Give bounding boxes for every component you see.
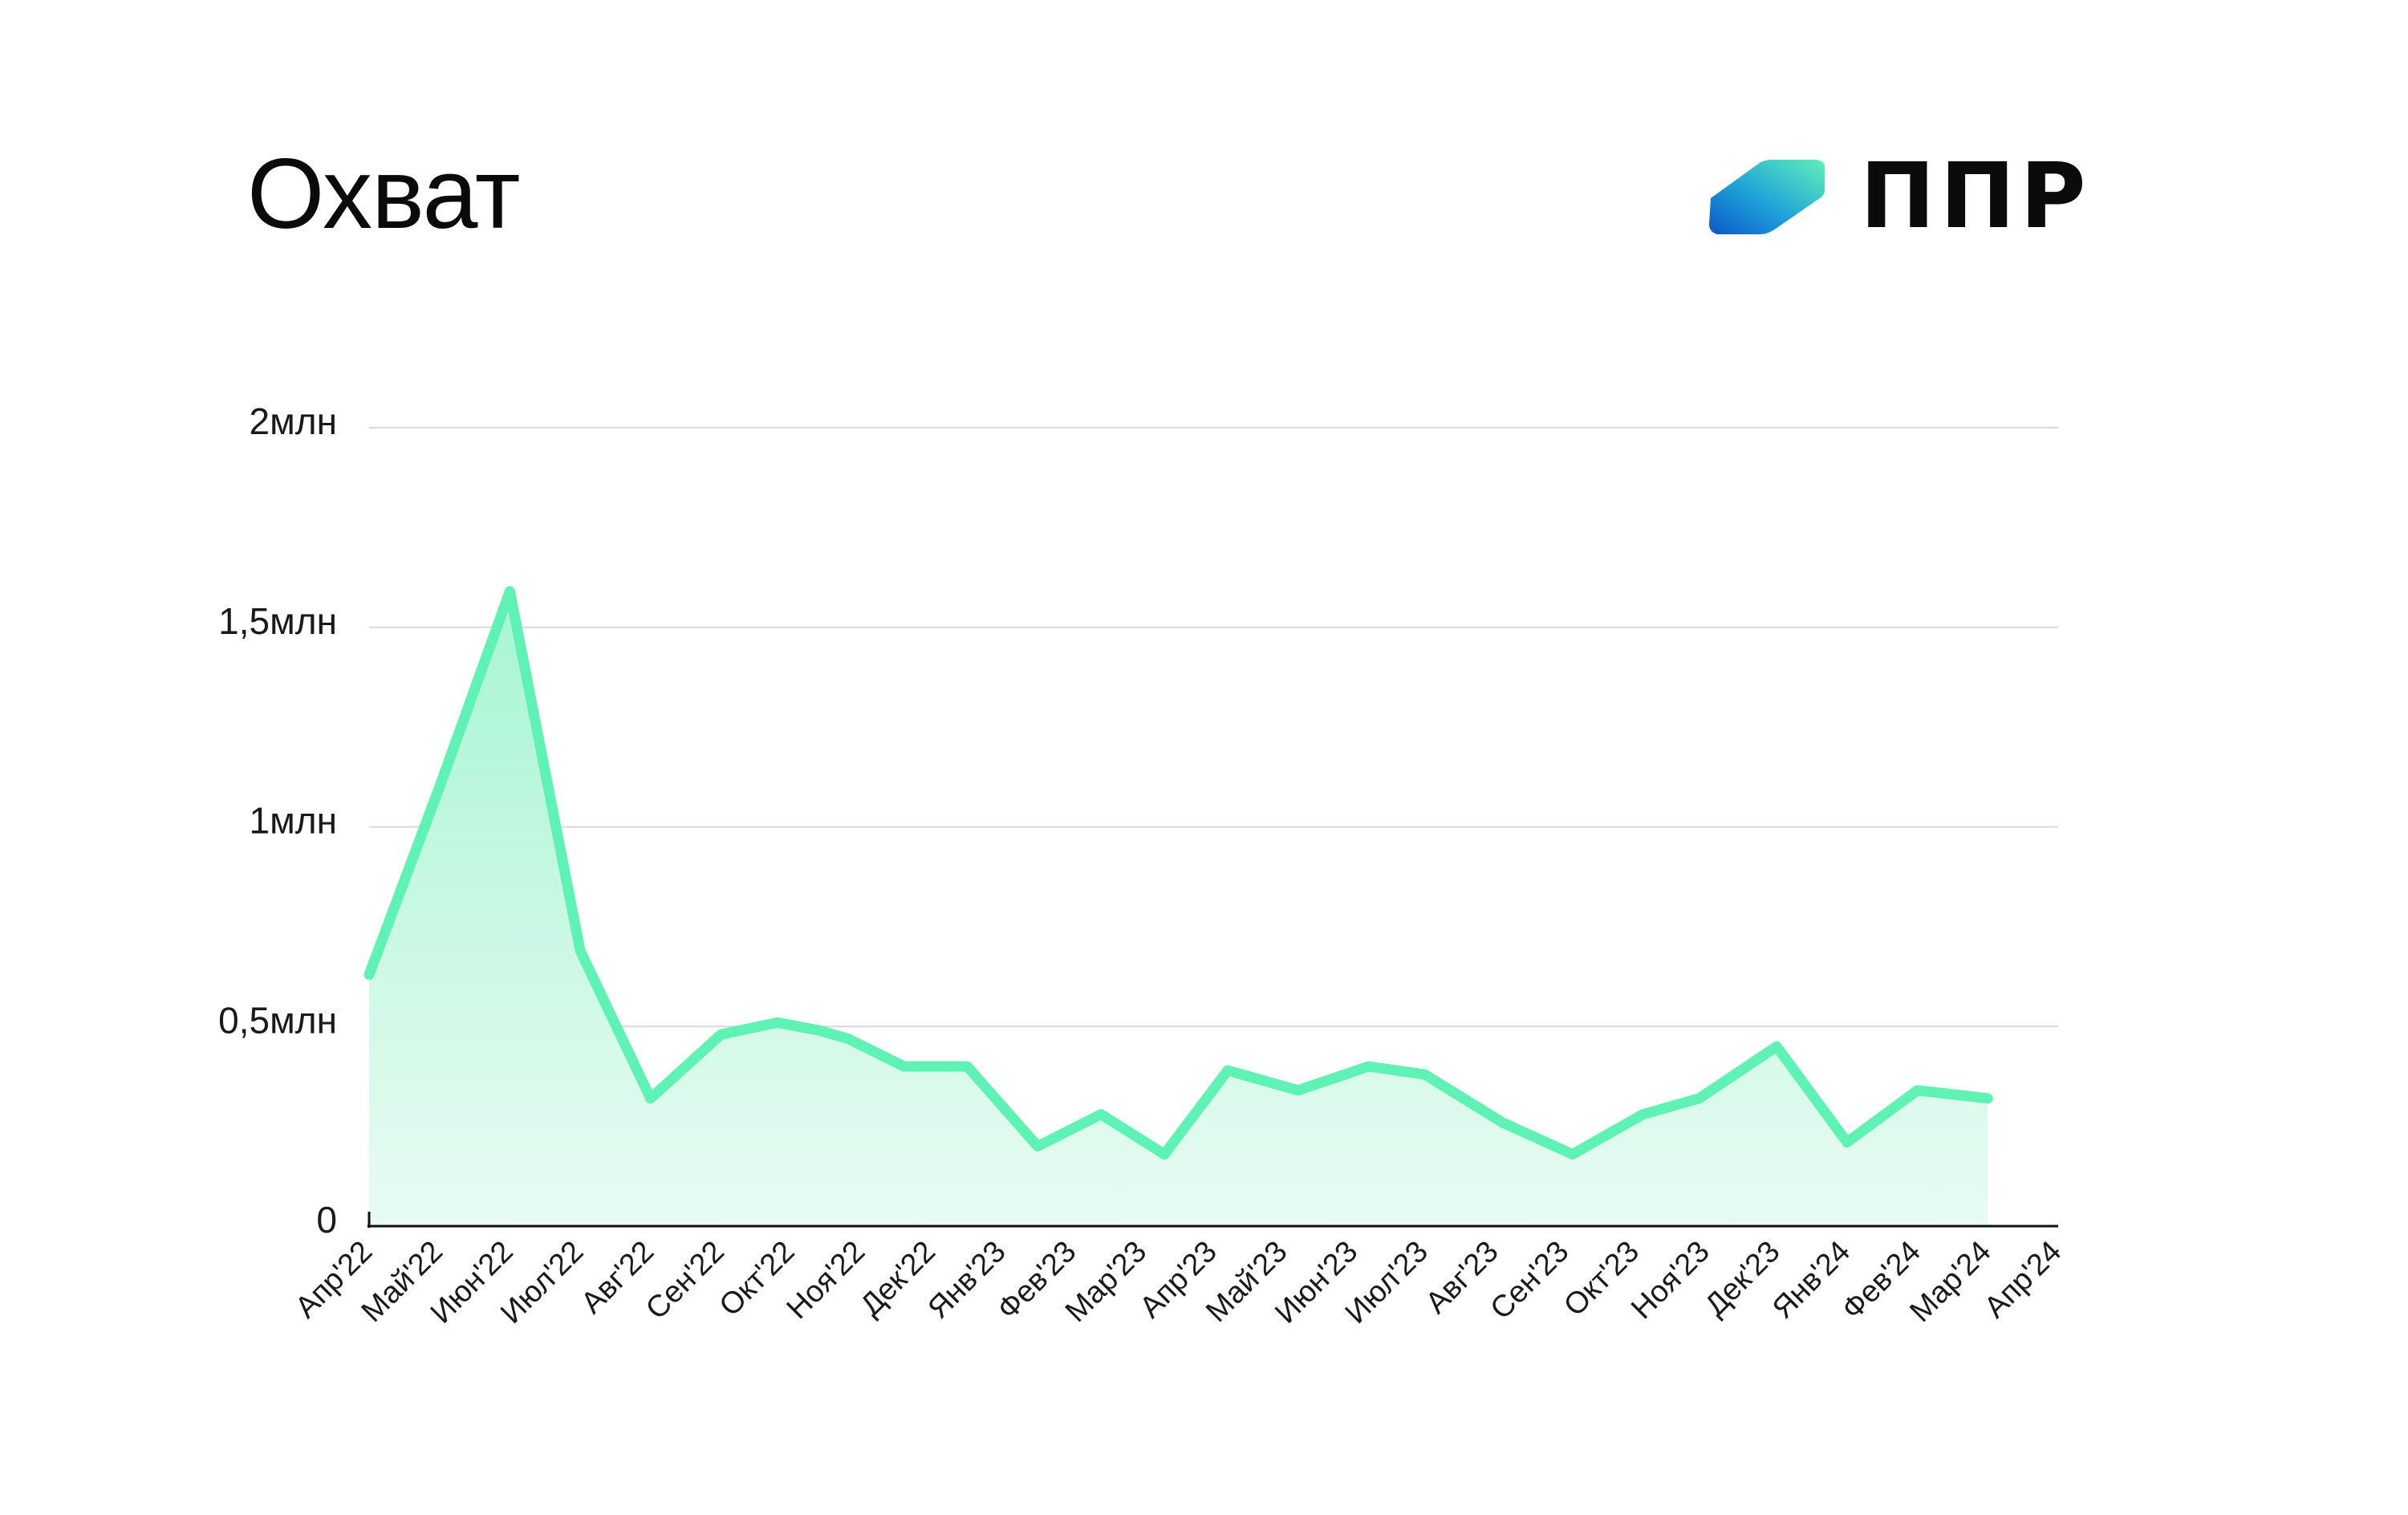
x-tick-label: Апр'24 [1978,1235,2068,1325]
y-tick-labels: 0 0,5млн 1млн 1,5млн 2млн [218,400,337,1241]
y-tick-label: 0,5млн [218,999,337,1041]
series-line [363,586,1993,1160]
brand-name: ППР [1860,144,2091,249]
diamond-gradient-icon [1709,160,1825,234]
y-tick-label: 2млн [250,400,337,442]
area-fill [369,591,1988,1226]
x-tick-label: Сен'23 [1484,1235,1575,1326]
x-tick-label: Ноя'22 [781,1235,872,1326]
y-tick-label: 0 [316,1199,337,1241]
series-area [369,591,1988,1226]
y-tick-label: 1,5млн [218,600,337,642]
x-tick-label: Мар'23 [1059,1235,1153,1329]
chart-title: Охват [247,139,521,250]
x-tick-labels: Апр'22Май'22Июн'22Июл'22Авг'22Сен'22Окт'… [289,1235,2068,1330]
grid-lines [369,427,2058,1028]
x-axis [367,1212,2058,1228]
brand-logo: ППР [1708,144,2091,249]
y-tick-label: 1млн [250,800,337,842]
x-tick-label: Ноя'23 [1625,1235,1716,1326]
series-line-path [363,586,1993,1160]
x-tick-label: Сен'22 [640,1235,731,1326]
x-tick-label: Янв'24 [1766,1235,1857,1326]
x-tick-label: Мар'24 [1903,1235,1997,1329]
x-tick-label: Янв'23 [922,1235,1013,1326]
